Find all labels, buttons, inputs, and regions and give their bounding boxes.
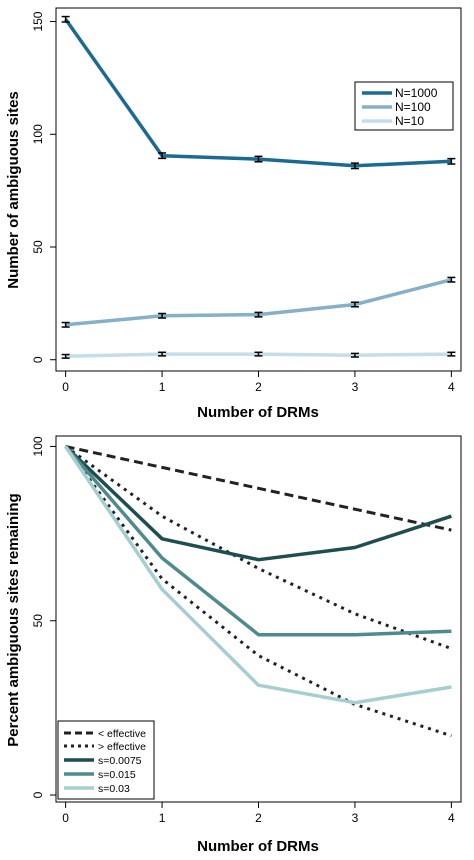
top-error-bar-0-2 (254, 155, 263, 163)
top-error-bar-1-3 (350, 301, 359, 308)
bottom-x-tick-label-0: 0 (62, 811, 69, 825)
bottom-series-line-3 (64, 445, 452, 562)
legend-bottom-label-s03: s=0.03 (98, 783, 130, 795)
legend-bottom-label-s015: s=0.015 (98, 769, 136, 781)
legend-bottom-label-s0075: s=0.0075 (98, 755, 142, 767)
legend-top: N=1000 N=100 N=10 (354, 81, 454, 131)
top-x-tick-label-3: 3 (352, 380, 359, 394)
top-error-bar-0-4 (447, 157, 456, 165)
bottom-x-tick-label-3: 3 (352, 811, 359, 825)
top-x-tick-label-2: 2 (255, 380, 262, 394)
bottom-x-tick-label-1: 1 (159, 811, 166, 825)
bottom-y-tick-label-1: 50 (31, 614, 45, 628)
top-y-tick-label-2: 100 (31, 124, 45, 144)
legend-top-label-n1000: N=1000 (395, 86, 438, 100)
bottom-series-line-5 (64, 445, 452, 705)
top-error-bar-1-1 (158, 312, 167, 319)
top-error-bar-2-0 (61, 353, 70, 359)
chart-bottom: 0 1 2 3 4 0 50 100 Number of DRMs Percent ambig… (5, 435, 462, 855)
top-error-bar-0-1 (158, 152, 167, 160)
legend-top-label-n10: N=10 (395, 114, 424, 128)
chart-top: 0 1 2 3 4 0 50 100 150 Number of DRMs Number of … (5, 7, 462, 421)
top-y-axis-title: Number of ambiguous sites (5, 91, 22, 289)
bottom-x-tick-label-4: 4 (448, 811, 455, 825)
top-error-bar-2-4 (447, 351, 456, 357)
legend-bottom-label-less-effective: < effective (98, 728, 146, 740)
bottom-series-line-1 (64, 445, 452, 651)
top-y-tick-label-3: 150 (31, 11, 45, 31)
bottom-x-axis-title: Number of DRMs (197, 838, 319, 855)
top-error-bar-1-4 (447, 276, 456, 283)
top-x-tick-label-1: 1 (159, 380, 166, 394)
top-x-axis-title: Number of DRMs (197, 404, 319, 421)
top-error-bar-2-3 (350, 352, 359, 358)
legend-top-label-n100: N=100 (395, 100, 431, 114)
bottom-y-axis-title: Percent ambiguous sites remaining (5, 493, 22, 746)
top-x-tick-label-4: 4 (448, 380, 455, 394)
bottom-series-line-4 (64, 445, 452, 637)
top-error-bar-1-2 (254, 311, 263, 318)
top-error-bar-2-1 (158, 351, 167, 357)
top-y-tick-label-0: 0 (31, 356, 45, 363)
bottom-y-tick-label-2: 100 (31, 436, 45, 456)
top-error-bar-0-0 (61, 15, 70, 23)
bottom-series-line-0 (65, 445, 452, 532)
top-error-bar-2-2 (254, 351, 263, 357)
legend-bottom: < effective > effective s=0.0075 s=0.015… (57, 720, 155, 800)
legend-bottom-label-more-effective: > effective (98, 741, 146, 753)
bottom-x-tick-label-2: 2 (255, 811, 262, 825)
top-series-line-1 (65, 278, 452, 327)
bottom-y-tick-label-0: 0 (31, 791, 45, 798)
top-error-bar-0-3 (350, 162, 359, 170)
top-error-bar-1-0 (61, 321, 70, 328)
top-x-tick-label-0: 0 (62, 380, 69, 394)
top-y-tick-label-1: 50 (31, 240, 45, 254)
